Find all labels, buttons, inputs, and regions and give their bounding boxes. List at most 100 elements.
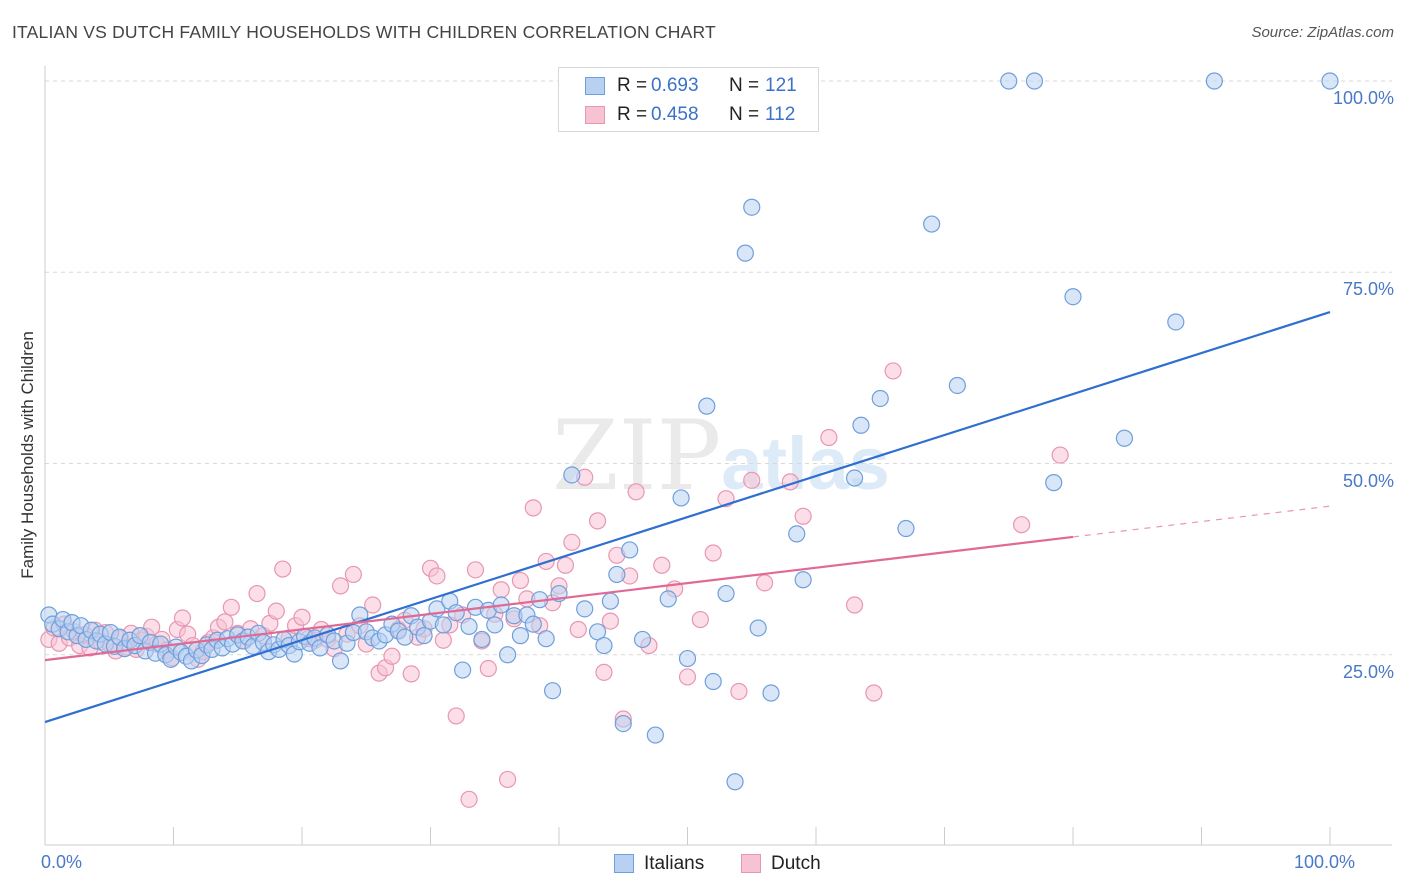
italians-point <box>897 519 915 538</box>
chart-title: ITALIAN VS DUTCH FAMILY HOUSEHOLDS WITH … <box>12 22 716 42</box>
italians-point <box>311 639 329 657</box>
italians-point <box>563 466 581 484</box>
italians-point <box>486 616 504 634</box>
italians-point <box>1045 474 1063 492</box>
italians-point <box>923 215 941 233</box>
dutch-point <box>383 647 401 665</box>
dutch-point <box>678 668 697 686</box>
italians-trend-line <box>44 310 1331 724</box>
gridlines <box>45 80 1392 656</box>
x-tick-label: 100.0% <box>1294 852 1356 872</box>
dutch-point <box>755 574 774 592</box>
dutch-points <box>40 362 1069 808</box>
italians-point <box>454 661 472 679</box>
dutch-point <box>267 602 285 620</box>
bottom-legend-label-dutch: Dutch <box>771 853 821 874</box>
italians-point <box>736 244 754 262</box>
dutch-point <box>595 663 613 681</box>
dutch-point <box>499 770 517 789</box>
dutch-point <box>524 499 542 517</box>
dutch-point <box>820 428 838 447</box>
dutch-point <box>794 507 812 525</box>
dutch-point <box>216 613 234 631</box>
italians-point <box>704 672 722 691</box>
italians-point <box>511 627 530 645</box>
legend-n-value: 112 <box>765 104 796 125</box>
bottom-legend-swatch-dutch <box>741 854 761 873</box>
italians-point <box>633 630 652 649</box>
dutch-point <box>556 556 575 574</box>
legend: R = 0.693 N = 121 R = 0.458 N = 112 <box>558 67 819 132</box>
legend-n-value: 121 <box>765 75 797 96</box>
italians-point <box>1025 72 1044 90</box>
dutch-point <box>428 567 446 585</box>
italians-point <box>672 489 690 507</box>
dutch-point <box>730 682 748 701</box>
legend-row-dutch: R = 0.458 N = 112 <box>559 101 818 129</box>
legend-n-label: N = <box>729 75 760 96</box>
legend-r-label: R = <box>617 104 648 125</box>
dutch-point <box>331 577 350 595</box>
italians-point <box>646 726 664 744</box>
italians-point <box>698 397 716 415</box>
chart-source: Source: ZipAtlas.com <box>1251 24 1394 41</box>
italians-point <box>749 619 767 637</box>
dutch-point <box>460 790 478 808</box>
italians-point <box>331 652 350 670</box>
italians-point <box>871 389 889 408</box>
italians-point <box>576 600 594 618</box>
dutch-point <box>434 631 452 649</box>
dutch-point <box>845 596 864 614</box>
italians-point <box>1321 72 1339 90</box>
italians-point <box>852 416 870 434</box>
dutch-point <box>479 659 497 678</box>
italians-point <box>621 541 639 559</box>
dutch-point <box>691 610 709 629</box>
italians-point <box>845 469 864 487</box>
y-tick-label: 50.0% <box>1342 470 1394 491</box>
italians-point <box>678 649 697 668</box>
dutch-point <box>293 608 311 626</box>
dutch-point <box>274 560 292 578</box>
dutch-point <box>743 471 761 489</box>
italians-point <box>524 615 542 633</box>
dutch-point <box>653 556 671 574</box>
italian-points <box>40 72 1339 791</box>
italians-point <box>794 571 812 589</box>
legend-swatch-dutch <box>585 106 605 124</box>
dutch-point <box>884 362 902 380</box>
dutch-point <box>173 609 192 627</box>
italians-point <box>1205 72 1223 90</box>
italians-point <box>1167 313 1185 331</box>
italians-point <box>762 684 780 702</box>
italians-point <box>537 630 555 648</box>
italians-point <box>1115 429 1134 447</box>
dutch-point <box>601 612 620 630</box>
dutch-point <box>402 665 420 683</box>
italians-point <box>499 646 517 664</box>
dutch-point <box>865 684 883 702</box>
italians-point <box>396 628 414 646</box>
italians-point <box>1064 288 1082 306</box>
dutch-point <box>1051 446 1069 464</box>
italians-point <box>543 682 562 700</box>
dutch-trend-extension <box>1072 505 1331 538</box>
italians-point <box>595 636 613 655</box>
x-tick-label: 0.0% <box>41 852 83 872</box>
bottom-legend-label-italians: Italians <box>644 853 705 874</box>
y-tick-label: 75.0% <box>1342 279 1394 300</box>
italians-point <box>588 623 607 641</box>
dutch-point <box>588 512 607 530</box>
italians-point <box>473 630 491 649</box>
dutch-point <box>569 620 587 639</box>
italians-point <box>447 604 465 622</box>
italians-point <box>948 376 966 395</box>
italians-point <box>415 627 433 645</box>
dutch-point <box>563 533 581 551</box>
dutch-point <box>704 544 722 562</box>
italians-point <box>788 525 806 543</box>
y-tick-label: 25.0% <box>1342 661 1394 682</box>
dutch-point <box>447 707 465 725</box>
italians-point <box>726 773 744 791</box>
bottom-legend: Italians Dutch <box>0 850 1406 880</box>
